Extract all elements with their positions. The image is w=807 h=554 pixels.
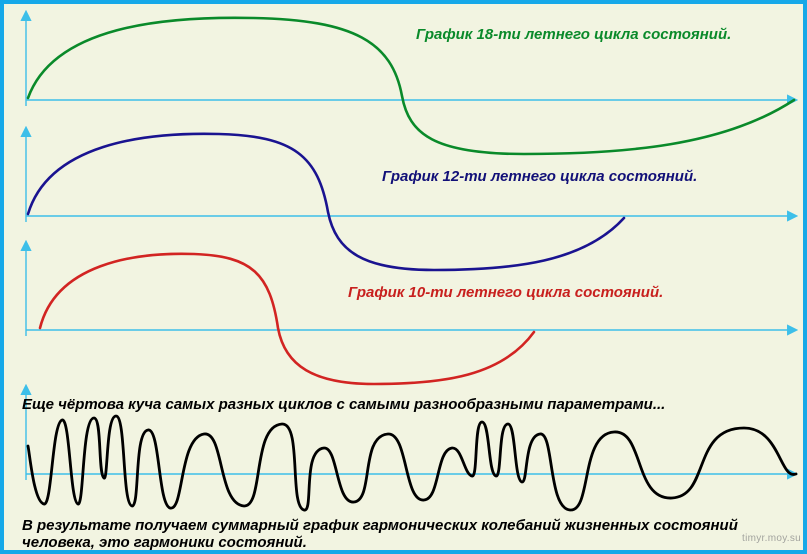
caption-0: Еще чёртова куча самых разных циклов с с… [22,396,792,413]
curve-cycle-10 [40,254,534,384]
curve-label-1: График 12-ти летнего цикла состояний. [382,168,697,185]
curve-composite [28,416,796,510]
curve-label-0: График 18-ти летнего цикла состояний. [416,26,731,43]
diagram-frame: timyr.moy.su График 18-ти летнего цикла … [0,0,807,554]
plot-svg [4,4,803,550]
caption-1: В результате получаем суммарный график г… [22,517,792,552]
curve-label-2: График 10-ти летнего цикла состояний. [348,284,663,301]
